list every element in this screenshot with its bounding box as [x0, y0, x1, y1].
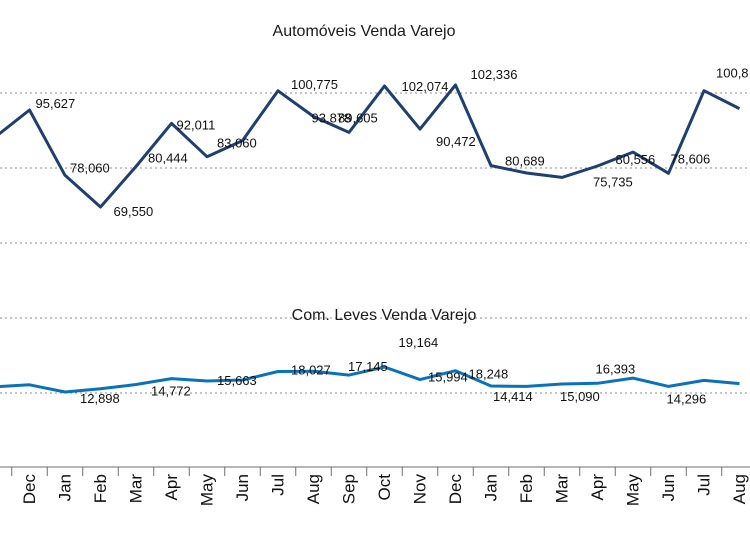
- x-axis-ticks: [11, 467, 723, 476]
- x-axis-tick-labels: Nov Dec Jan Feb Mar Apr May Jun Jul Aug Sep Oct Nov D…: [0, 474, 749, 507]
- series-line: [0, 83, 741, 209]
- x-tick-label: Jul: [695, 474, 714, 496]
- data-label: 17,145: [348, 359, 388, 374]
- data-label: 95,627: [36, 96, 76, 111]
- x-tick-label: Dec: [446, 474, 465, 505]
- data-label: 78,606: [671, 151, 711, 166]
- data-label: 14,414: [493, 389, 533, 404]
- series-line: [0, 365, 740, 394]
- data-label: 15,994: [428, 370, 468, 385]
- data-label: 15,663: [217, 373, 257, 388]
- x-tick-label: Aug: [304, 474, 323, 504]
- x-tick-label: Mar: [553, 474, 572, 504]
- data-label: 75,735: [593, 174, 633, 189]
- x-tick-label: Aug: [730, 474, 749, 504]
- data-label: 92,011: [177, 117, 216, 132]
- x-tick-label: Jan: [482, 474, 501, 501]
- data-label: 19,164: [399, 335, 439, 350]
- data-label: 14,296: [667, 391, 707, 406]
- data-label: 102,074: [402, 79, 449, 94]
- data-label: 15,090: [560, 389, 600, 404]
- data-label: 80,444: [148, 150, 188, 165]
- x-tick-label: Feb: [517, 474, 536, 503]
- data-label: 18,027: [291, 363, 331, 378]
- data-label: 12,898: [80, 391, 120, 406]
- x-tick-label: Jun: [233, 474, 252, 501]
- data-label: 80,556: [616, 152, 656, 167]
- series-com-leves: 12,898 14,772 15,663 18,027 17,145 19,164 15,9…: [0, 335, 740, 406]
- x-tick-label: Nov: [0, 474, 4, 505]
- chart-title-automoveis: Automóveis Venda Varejo: [273, 23, 456, 40]
- data-label: 69,550: [114, 204, 154, 219]
- x-tick-label: May: [624, 474, 643, 507]
- data-label: 102,336: [471, 67, 518, 82]
- data-label: 83,060: [217, 136, 257, 151]
- x-tick-label: Sep: [340, 474, 359, 504]
- data-label: 100,8: [716, 66, 749, 81]
- data-label: 16,393: [596, 361, 636, 376]
- data-label: 100,775: [291, 77, 338, 92]
- x-tick-label: Oct: [375, 474, 394, 501]
- x-tick-label: Apr: [162, 474, 181, 501]
- data-label: 80,689: [505, 154, 545, 169]
- data-label: 18,248: [469, 367, 509, 382]
- x-tick-label: Dec: [20, 474, 39, 505]
- data-label: 89,605: [338, 110, 378, 125]
- data-label: 14,772: [151, 384, 191, 399]
- x-tick-label: Jan: [56, 474, 75, 501]
- x-tick-label: Nov: [411, 474, 430, 505]
- x-tick-label: May: [198, 474, 217, 507]
- data-label: 90,472: [436, 134, 476, 149]
- x-tick-label: Mar: [127, 474, 146, 504]
- x-tick-label: Apr: [588, 474, 607, 501]
- x-tick-label: Feb: [91, 474, 110, 503]
- data-label: 78,060: [70, 160, 110, 175]
- x-tick-label: Jul: [269, 474, 288, 496]
- chart-title-com-leves: Com. Leves Venda Varejo: [292, 307, 477, 324]
- x-tick-label: Jun: [659, 474, 678, 501]
- data-label: 93,878: [312, 110, 352, 125]
- gridlines: [0, 92, 750, 394]
